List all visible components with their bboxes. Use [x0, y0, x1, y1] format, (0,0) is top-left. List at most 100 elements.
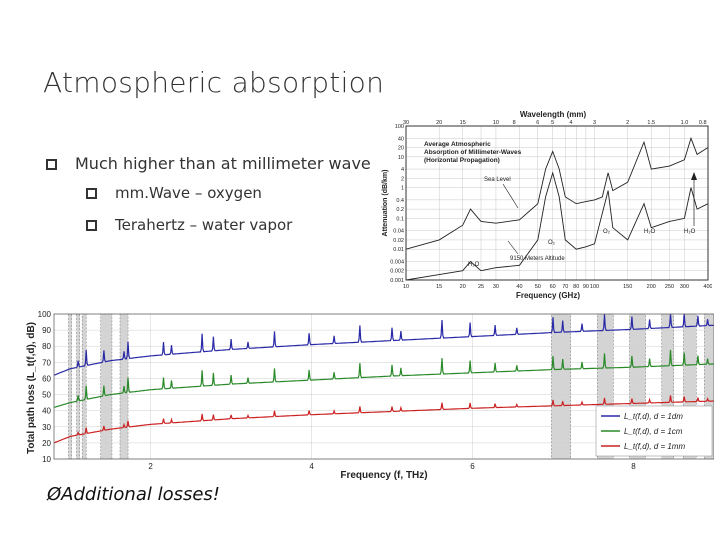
checkbox-bullet-icon: [46, 159, 57, 170]
y-tick-label: 80: [42, 342, 51, 351]
top-tick-label: 0.8: [699, 120, 707, 126]
legend-entry-1mm: L_t(f,d), d = 1mm: [624, 442, 685, 451]
annotations: Sea Level 9150 Meters Altitude H₂O O₂ O₂…: [468, 172, 697, 268]
y-tick-label: 40: [398, 136, 404, 142]
x-tick-label: 70: [562, 284, 568, 290]
annotation-o2: O₂: [548, 240, 556, 246]
series-line-1cm: [53, 349, 714, 408]
y-tick-label: 1: [401, 186, 404, 192]
y-tick-label: 4: [401, 167, 404, 173]
arrow-marker-icon: Ø: [47, 484, 62, 505]
sub-bullet-item: Terahertz – water vapor: [86, 216, 292, 234]
x-tick-label: 2: [148, 462, 153, 471]
x-tick-label: 50: [535, 284, 541, 290]
y-tick-label: 0.2: [396, 207, 404, 213]
top-tick-label: 15: [460, 120, 466, 126]
x-tick-label: 20: [460, 284, 466, 290]
top-tick-label: 1.5: [647, 120, 655, 126]
y-tick-label: 30: [42, 423, 51, 432]
y-tick-label: 0.04: [393, 229, 404, 235]
series-line-altitude: [405, 171, 709, 281]
x-tick-label: 10: [403, 284, 409, 290]
top-tick-label: 2: [626, 120, 629, 126]
y-tick-label: 70: [42, 358, 51, 367]
x-tick-label: 200: [647, 284, 656, 290]
x-tick-label: 400: [703, 284, 712, 290]
x-axis-label: Frequency (f, THz): [340, 470, 427, 481]
top-tick-label: 20: [436, 120, 442, 126]
y-tick-label: 10: [42, 455, 51, 464]
annotation-sea-level: Sea Level: [484, 177, 511, 183]
annotation-h2o: H₂O: [468, 262, 480, 268]
top-axis-label: Wavelength (mm): [520, 110, 587, 119]
bullet-item: Much higher than at millimeter wave: [46, 154, 371, 173]
y-tick-label: 0.004: [390, 259, 404, 265]
checkbox-bullet-icon: [86, 188, 97, 199]
y-tick-label: 2: [401, 176, 404, 182]
y-tick-label: 60: [42, 374, 51, 383]
checkbox-bullet-icon: [86, 220, 97, 231]
y-tick-label: 0.01: [393, 247, 404, 253]
y-tick-label: 20: [42, 439, 51, 448]
chart-title-block: Average Atmospheric Absorption of Millim…: [424, 141, 522, 164]
bullet-text: Much higher than at millimeter wave: [75, 154, 371, 173]
x-tick-label: 60: [550, 284, 556, 290]
sub-bullet-item: mm.Wave – oxygen: [86, 184, 262, 202]
x-tick-label: 100: [590, 284, 599, 290]
y-tick-label: 100: [395, 124, 404, 130]
y-tick-label: 40: [42, 407, 51, 416]
x-tick-label: 150: [623, 284, 632, 290]
x-tick-label: 250: [665, 284, 674, 290]
x-tick-label: 40: [516, 284, 522, 290]
y-tick-label: 100: [38, 310, 52, 319]
top-tick-label: 5: [551, 120, 554, 126]
absorption-band: [100, 313, 113, 460]
y-tick-label: 50: [42, 391, 51, 400]
y-tick-label: 90: [42, 326, 51, 335]
x-tick-label: 25: [478, 284, 484, 290]
x-tick-label: 6: [470, 462, 475, 471]
top-tick-label: 1.0: [681, 120, 689, 126]
x-tick-label: 80: [573, 284, 579, 290]
series-line-sea-level: [405, 136, 709, 250]
y-tick-label: 0.002: [390, 269, 404, 275]
y-tick-label: 0.02: [393, 238, 404, 244]
y-tick-label: 20: [398, 146, 404, 152]
annotation-h2o: H₂O: [644, 229, 656, 235]
top-tick-label: 30: [403, 120, 409, 126]
legend-entry-1cm: L_t(f,d), d = 1cm: [624, 427, 683, 436]
annotation-h2o: H₂O: [684, 229, 696, 235]
y-tick-label: 10: [398, 155, 404, 161]
y-tick-label: 0.1: [396, 216, 404, 222]
x-tick-label: 8: [631, 462, 636, 471]
top-tick-label: 8: [513, 120, 516, 126]
series-line-1mm: [53, 395, 714, 444]
mmwave-attenuation-chart: Wavelength (mm) 30 20 15 10 8 6 5 4 3 2 1.5 1.0 0.8 …: [378, 106, 712, 302]
y-axis-label: Attenuation (dB/km): [382, 170, 389, 237]
x-tick-label: 90: [583, 284, 589, 290]
top-tick-label: 4: [569, 120, 572, 126]
annotation-altitude: 9150 Meters Altitude: [510, 256, 565, 262]
annotation-o2: O₂: [603, 229, 611, 235]
absorption-band: [551, 313, 571, 460]
x-tick-label: 15: [436, 284, 442, 290]
slide-title: Atmospheric absorption: [43, 66, 385, 99]
x-axis-label: Frequency (GHz): [516, 291, 580, 300]
y-tick-label: 0.4: [396, 198, 404, 204]
top-tick-label: 3: [593, 120, 596, 126]
x-tick-label: 300: [680, 284, 689, 290]
bullet-text: mm.Wave – oxygen: [115, 184, 262, 202]
legend-entry-1dm: L_t(f,d), d = 1dm: [624, 412, 683, 421]
y-tick-label: 0.001: [390, 278, 404, 284]
footer-note: ØAdditional losses!: [47, 484, 220, 505]
x-tick-label: 4: [309, 462, 314, 471]
absorption-band: [76, 313, 81, 460]
chart-title-line: Average Atmospheric: [424, 141, 491, 148]
y-axis-label: Total path loss (L_t(f,d), dB): [26, 322, 37, 454]
legend: L_t(f,d), d = 1dm L_t(f,d), d = 1cm L_t(…: [595, 405, 713, 457]
footer-note-text: Additional losses!: [61, 484, 221, 505]
thz-path-loss-chart: 10 20 30 40 50 60 70 80 90 100 2 4 6 8 Total path lo…: [24, 300, 714, 486]
bullet-text: Terahertz – water vapor: [115, 216, 293, 234]
top-tick-label: 6: [536, 120, 539, 126]
series-line-1dm: [53, 313, 714, 376]
